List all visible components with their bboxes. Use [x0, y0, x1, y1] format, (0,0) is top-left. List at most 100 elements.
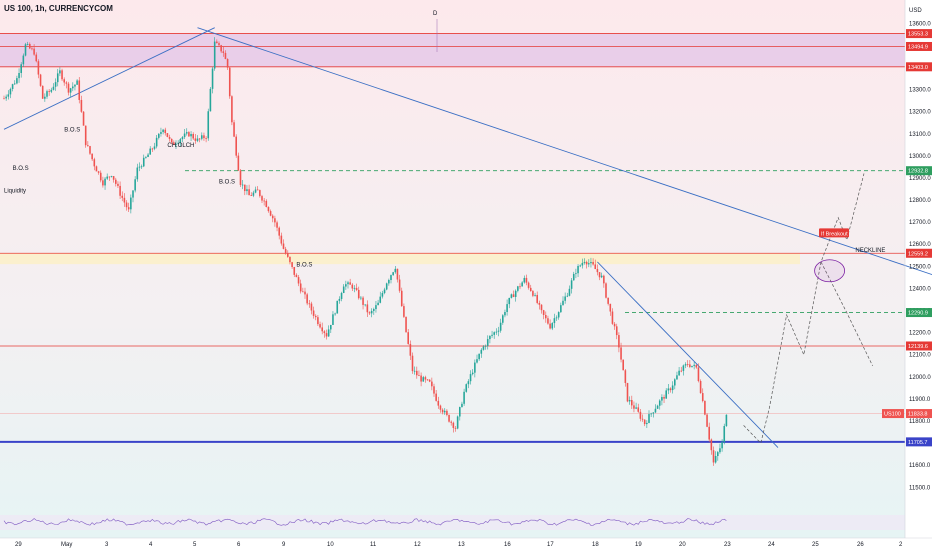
- candle-body: [407, 332, 409, 344]
- candle-body: [179, 139, 182, 143]
- annotation-label: Liquidity: [4, 188, 26, 194]
- candle-body: [652, 412, 655, 414]
- candle-body: [508, 297, 511, 305]
- candle-body: [643, 419, 646, 425]
- candle-body: [695, 364, 698, 368]
- candle-body: [476, 359, 478, 363]
- candle-body: [656, 405, 659, 409]
- candle-body: [609, 303, 612, 312]
- candle-body: [16, 78, 18, 84]
- x-tick-label: 16: [504, 542, 511, 548]
- candle-body: [588, 263, 590, 265]
- candle-body: [618, 335, 620, 348]
- candle-body: [560, 305, 562, 313]
- candle-body: [338, 298, 341, 301]
- candle-body: [631, 400, 633, 406]
- candle-body: [231, 96, 233, 123]
- x-tick-label: 19: [635, 542, 642, 548]
- candle-body: [684, 364, 687, 366]
- x-tick-label: 5: [193, 542, 197, 548]
- candle-body: [170, 138, 173, 143]
- candle-body: [342, 286, 345, 294]
- candle-body: [132, 190, 134, 198]
- y-tick-label: 12700.0: [909, 220, 931, 226]
- price-level-tag: [906, 62, 932, 72]
- x-tick-label: 18: [592, 542, 599, 548]
- candle-body: [235, 136, 237, 156]
- candle-body: [637, 407, 640, 412]
- supply-zone: [0, 253, 800, 265]
- candle-body: [239, 170, 242, 185]
- candle-body: [106, 176, 108, 179]
- candle-body: [33, 48, 35, 55]
- candle-body: [478, 353, 480, 360]
- candle-body: [626, 382, 629, 402]
- candle-body: [491, 334, 493, 336]
- candle-body: [110, 176, 113, 177]
- y-tick-label: 12600.0: [909, 242, 931, 248]
- candle-body: [321, 327, 323, 332]
- candle-body: [80, 99, 83, 112]
- candle-body: [418, 375, 420, 377]
- candle-body: [581, 262, 584, 266]
- candle-body: [379, 296, 382, 303]
- candle-body: [201, 135, 203, 139]
- candle-body: [256, 189, 259, 191]
- candle-body: [680, 370, 683, 372]
- candle-body: [566, 295, 569, 297]
- candle-body: [213, 41, 216, 69]
- candle-body: [192, 134, 194, 139]
- candle-body: [489, 335, 491, 340]
- candle-body: [220, 45, 222, 52]
- candle-body: [136, 167, 139, 180]
- candle-body: [237, 155, 240, 171]
- candle-body: [689, 364, 691, 367]
- candle-body: [142, 157, 145, 167]
- candle-body: [497, 330, 500, 332]
- candle-body: [218, 43, 220, 46]
- candle-body: [351, 284, 354, 289]
- candle-body: [112, 176, 115, 180]
- price-level-tag-label: 13553.3: [908, 32, 928, 38]
- candle-body: [551, 323, 554, 329]
- candle-body: [54, 82, 57, 87]
- candle-body: [59, 70, 61, 74]
- annotation-label: CH.OLCH: [167, 143, 194, 149]
- candle-body: [102, 180, 104, 186]
- candle-body: [603, 275, 605, 284]
- candle-body: [228, 67, 231, 97]
- candle-body: [82, 111, 85, 126]
- candle-body: [203, 135, 205, 139]
- y-tick-label: 13000.0: [909, 154, 931, 160]
- trendline: [197, 27, 932, 276]
- candle-body: [540, 304, 543, 311]
- candle-body: [97, 171, 100, 173]
- candle-body: [319, 324, 321, 328]
- symbol-tag: [882, 409, 904, 419]
- candle-body: [686, 364, 689, 365]
- candle-body: [682, 365, 685, 371]
- candle-body: [416, 370, 418, 376]
- candle-body: [155, 137, 158, 147]
- candle-body: [175, 143, 177, 145]
- candle-body: [622, 359, 624, 371]
- x-tick-label: 10: [327, 542, 334, 548]
- candle-body: [46, 91, 48, 97]
- candle-body: [261, 196, 263, 201]
- candle-body: [381, 293, 384, 297]
- y-tick-label: 12400.0: [909, 286, 931, 292]
- candle-body: [93, 159, 96, 167]
- candle-body: [454, 427, 457, 429]
- candle-body: [523, 277, 526, 283]
- candle-body: [74, 84, 76, 87]
- trendline: [3, 27, 215, 130]
- candle-body: [439, 405, 442, 410]
- candle-body: [373, 309, 375, 311]
- candle-body: [484, 345, 487, 347]
- indicator-line: [3, 518, 727, 526]
- candle-body: [323, 331, 326, 334]
- candle-body: [411, 355, 414, 372]
- candle-body: [398, 279, 401, 291]
- candle-body: [562, 300, 564, 306]
